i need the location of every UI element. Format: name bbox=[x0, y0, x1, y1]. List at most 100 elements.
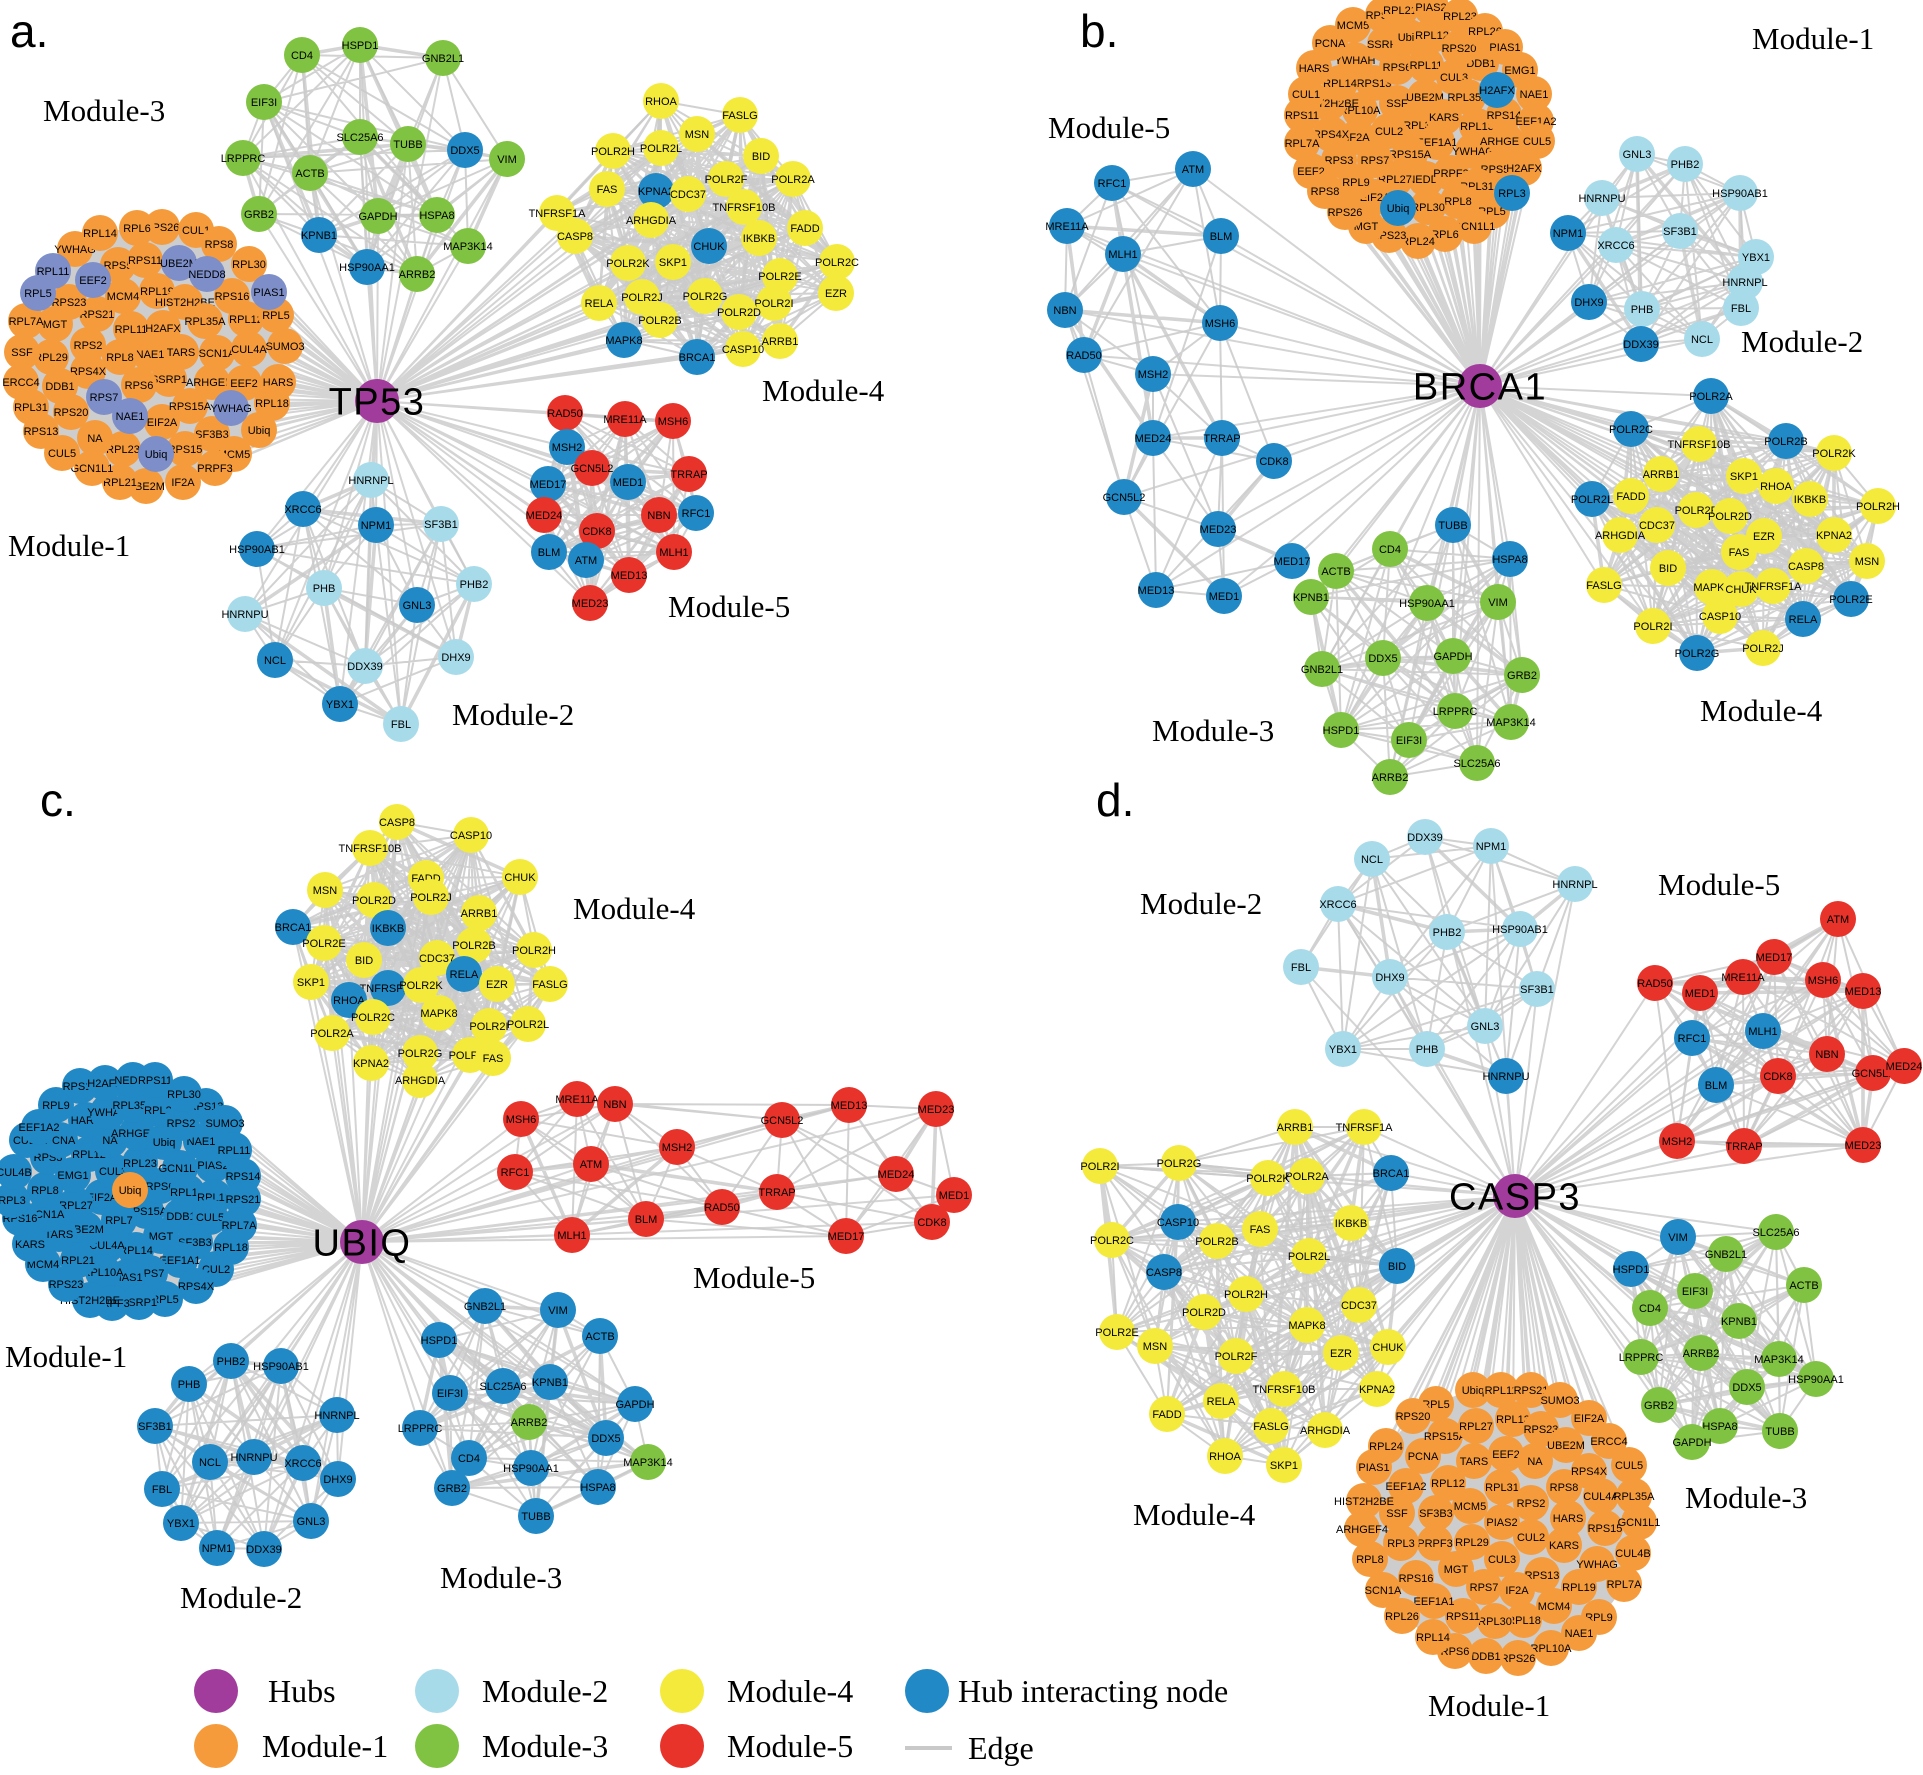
svg-text:RPL5: RPL5 bbox=[24, 288, 52, 300]
svg-text:CDK8: CDK8 bbox=[1259, 456, 1288, 468]
svg-text:RPS11: RPS11 bbox=[128, 255, 162, 267]
svg-text:SLC25A6: SLC25A6 bbox=[1752, 1227, 1799, 1239]
svg-text:NAE1: NAE1 bbox=[136, 349, 165, 361]
svg-text:GRB2: GRB2 bbox=[437, 1483, 467, 1495]
svg-text:HSP90AB1: HSP90AB1 bbox=[1712, 188, 1768, 200]
svg-text:NPM1: NPM1 bbox=[361, 520, 392, 532]
svg-text:CUL4A: CUL4A bbox=[1583, 1491, 1619, 1503]
svg-text:GAPDH: GAPDH bbox=[1672, 1437, 1711, 1449]
svg-text:XRCC6: XRCC6 bbox=[1597, 240, 1634, 252]
svg-text:DHX9: DHX9 bbox=[441, 652, 470, 664]
svg-text:FAS: FAS bbox=[1729, 547, 1750, 559]
svg-text:MAP3K14: MAP3K14 bbox=[443, 241, 493, 253]
svg-text:POLR2J: POLR2J bbox=[621, 292, 663, 304]
svg-text:Ubiq: Ubiq bbox=[119, 1185, 142, 1197]
svg-text:RPL29: RPL29 bbox=[34, 352, 68, 364]
svg-text:MRE11A: MRE11A bbox=[555, 1094, 599, 1106]
svg-text:Hub interacting node: Hub interacting node bbox=[958, 1673, 1228, 1709]
svg-text:GNL3: GNL3 bbox=[1623, 149, 1652, 161]
svg-text:RPS4X: RPS4X bbox=[178, 1281, 215, 1293]
svg-text:FASLG: FASLG bbox=[532, 979, 567, 991]
svg-text:KPNB1: KPNB1 bbox=[1721, 1316, 1757, 1328]
svg-text:DDB1: DDB1 bbox=[45, 381, 74, 393]
svg-text:a.: a. bbox=[10, 5, 48, 57]
svg-text:HNRNPU: HNRNPU bbox=[1482, 1071, 1529, 1083]
svg-text:EEF1A2: EEF1A2 bbox=[1516, 116, 1557, 128]
svg-text:LRPPRC: LRPPRC bbox=[1619, 1352, 1664, 1364]
svg-text:FADD: FADD bbox=[790, 223, 819, 235]
svg-text:POLR2G: POLR2G bbox=[1157, 1158, 1202, 1170]
svg-text:RPS5: RPS5 bbox=[104, 260, 133, 272]
svg-text:MED13: MED13 bbox=[831, 1100, 868, 1112]
svg-text:RPS23: RPS23 bbox=[1524, 1424, 1559, 1436]
svg-text:RPL11: RPL11 bbox=[115, 324, 148, 336]
svg-text:DDX5: DDX5 bbox=[450, 145, 479, 157]
svg-text:MAPK8: MAPK8 bbox=[420, 1008, 457, 1020]
svg-text:EZR: EZR bbox=[1753, 531, 1775, 543]
svg-text:EMG1: EMG1 bbox=[57, 1170, 88, 1182]
svg-text:EEF2: EEF2 bbox=[230, 378, 258, 390]
svg-text:CUL3: CUL3 bbox=[99, 1166, 127, 1178]
svg-text:RPS6: RPS6 bbox=[1441, 1646, 1470, 1658]
svg-text:EEF1A1: EEF1A1 bbox=[160, 1255, 201, 1267]
svg-text:GRB2: GRB2 bbox=[1507, 670, 1537, 682]
svg-text:GNL3: GNL3 bbox=[297, 1516, 326, 1528]
svg-text:Module-5: Module-5 bbox=[668, 589, 790, 624]
svg-text:MSH2: MSH2 bbox=[1138, 369, 1169, 381]
svg-text:RAD50: RAD50 bbox=[547, 408, 582, 420]
svg-text:NAE1: NAE1 bbox=[116, 411, 145, 423]
svg-text:YBX1: YBX1 bbox=[326, 699, 354, 711]
svg-text:POLR2F: POLR2F bbox=[1215, 1351, 1258, 1363]
svg-text:TARS: TARS bbox=[45, 1229, 74, 1241]
svg-text:EIF3I: EIF3I bbox=[1396, 735, 1422, 747]
svg-text:RPS13: RPS13 bbox=[1357, 78, 1392, 90]
svg-text:RPS6: RPS6 bbox=[146, 1181, 175, 1193]
svg-text:RPL6: RPL6 bbox=[123, 223, 151, 235]
svg-text:Module-5: Module-5 bbox=[693, 1260, 815, 1295]
svg-text:HNRNPU: HNRNPU bbox=[230, 1452, 277, 1464]
svg-text:RPS13: RPS13 bbox=[24, 426, 59, 438]
svg-text:KPNA2: KPNA2 bbox=[353, 1058, 389, 1070]
svg-text:SSRP1: SSRP1 bbox=[151, 374, 187, 386]
svg-text:HSP90AA1: HSP90AA1 bbox=[1399, 598, 1455, 610]
svg-text:POLR2A: POLR2A bbox=[1285, 1171, 1329, 1183]
svg-text:SKP1: SKP1 bbox=[1270, 1460, 1298, 1472]
svg-text:NA: NA bbox=[1527, 1456, 1543, 1468]
svg-text:RPL8: RPL8 bbox=[1356, 1554, 1384, 1566]
svg-text:POLR2C: POLR2C bbox=[815, 257, 859, 269]
svg-text:HSP90AB1: HSP90AB1 bbox=[229, 544, 285, 556]
svg-text:NEDD8: NEDD8 bbox=[188, 269, 225, 281]
svg-text:RPL7A: RPL7A bbox=[9, 316, 45, 328]
svg-text:Module-1: Module-1 bbox=[262, 1728, 388, 1764]
svg-text:POLR2B: POLR2B bbox=[1764, 436, 1807, 448]
svg-text:ATM: ATM bbox=[575, 555, 597, 567]
svg-text:RPS20: RPS20 bbox=[1396, 1411, 1431, 1423]
svg-text:BID: BID bbox=[752, 151, 770, 163]
svg-text:DDX5: DDX5 bbox=[1368, 653, 1397, 665]
svg-text:NAE1: NAE1 bbox=[1565, 1628, 1594, 1640]
svg-text:TARS: TARS bbox=[1460, 1456, 1489, 1468]
svg-text:NBN: NBN bbox=[1815, 1049, 1838, 1061]
svg-text:PRPF3: PRPF3 bbox=[1417, 1538, 1452, 1550]
svg-text:RPS8: RPS8 bbox=[205, 239, 234, 251]
svg-text:MED17: MED17 bbox=[530, 479, 567, 491]
svg-text:BLM: BLM bbox=[635, 1214, 658, 1226]
svg-text:MCM4: MCM4 bbox=[1538, 1601, 1570, 1613]
svg-text:RPL30: RPL30 bbox=[1411, 202, 1445, 214]
svg-text:Ubiq: Ubiq bbox=[1462, 1385, 1485, 1397]
svg-text:RPL18: RPL18 bbox=[1507, 1615, 1541, 1627]
svg-text:FASLG: FASLG bbox=[1586, 580, 1621, 592]
svg-text:RPL24: RPL24 bbox=[1369, 1441, 1403, 1453]
svg-text:HARS: HARS bbox=[1299, 63, 1330, 75]
svg-text:MED17: MED17 bbox=[828, 1231, 865, 1243]
svg-text:BID: BID bbox=[1659, 563, 1677, 575]
svg-text:VIM: VIM bbox=[1488, 597, 1508, 609]
svg-text:Module-4: Module-4 bbox=[573, 891, 696, 926]
svg-text:MED1: MED1 bbox=[613, 477, 644, 489]
svg-text:MSN: MSN bbox=[1855, 556, 1880, 568]
svg-text:CDC37: CDC37 bbox=[670, 189, 706, 201]
svg-text:HIST2H2BE: HIST2H2BE bbox=[1334, 1496, 1394, 1508]
svg-text:MED23: MED23 bbox=[918, 1104, 955, 1116]
svg-text:HSPA8: HSPA8 bbox=[1492, 554, 1527, 566]
svg-text:Module-4: Module-4 bbox=[1700, 693, 1823, 728]
